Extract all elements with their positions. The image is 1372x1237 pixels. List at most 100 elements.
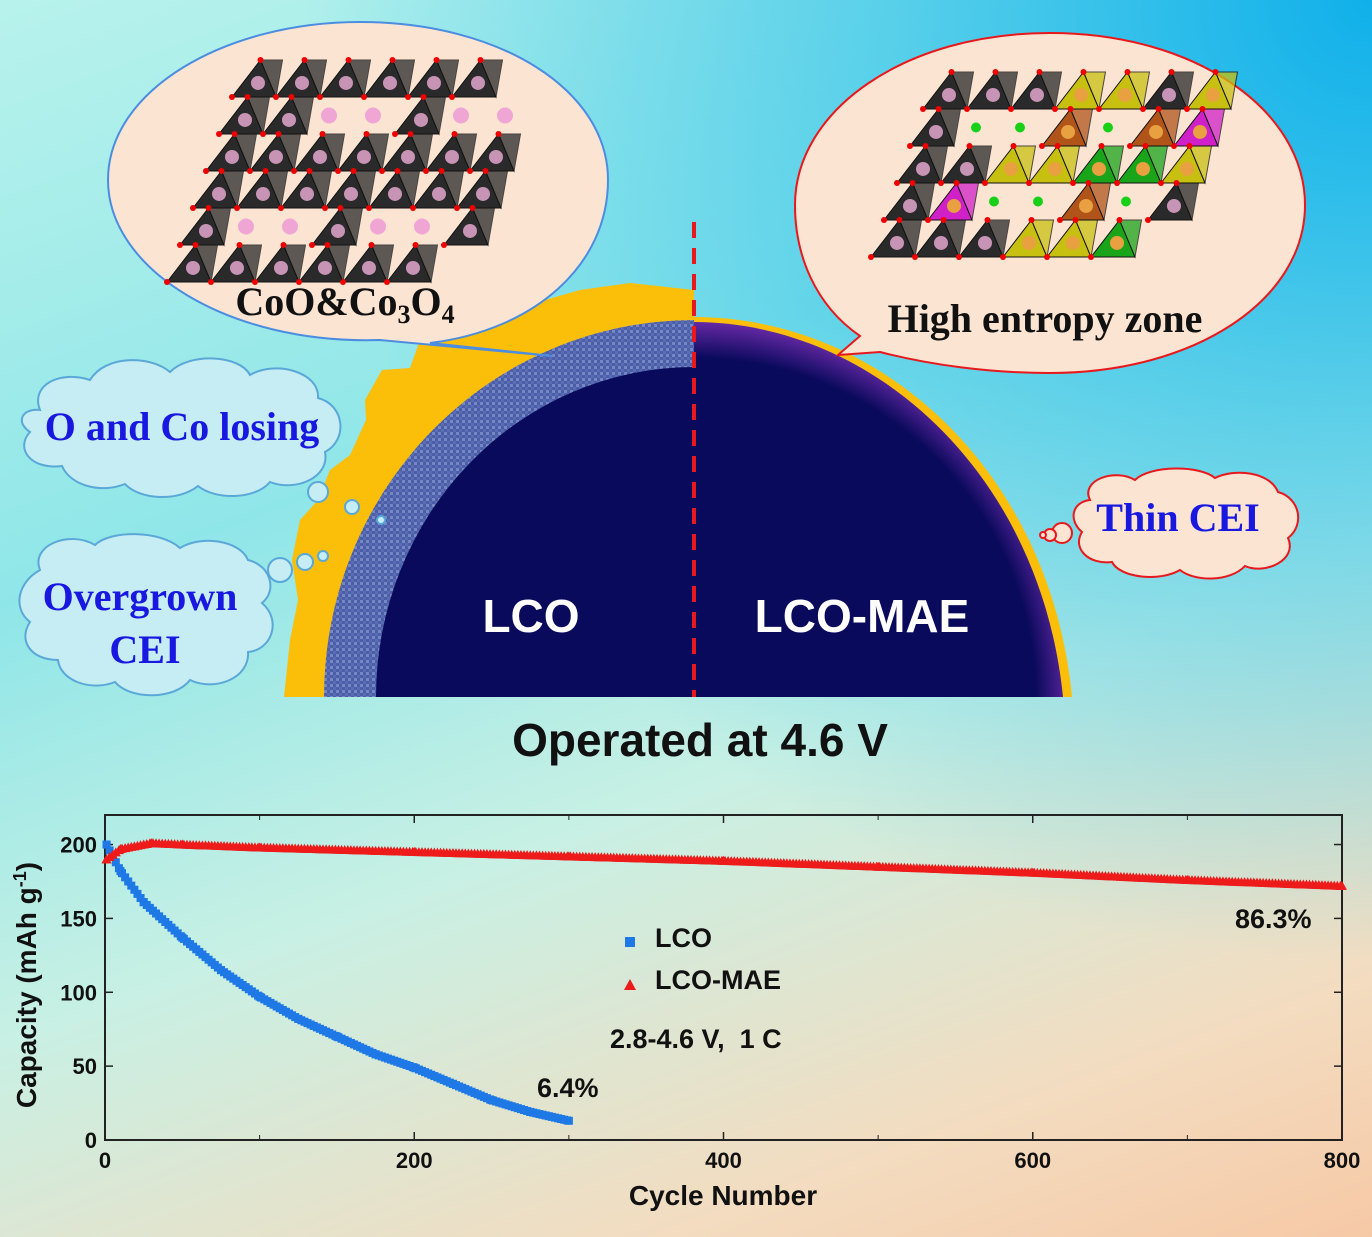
crystal-cation [414,112,428,127]
crystal-oxygen [1127,143,1133,149]
crystal-polyhedron [911,182,936,222]
crystal-oxygen [1096,106,1102,112]
crystal-oxygen [1026,180,1032,186]
crystal-oxygen [410,205,416,211]
crystal-oxygen [317,94,323,100]
crystal-polyhedron [1069,108,1094,148]
crystal-cation [318,260,332,275]
crystal-ion [238,218,254,235]
crystal-oxygen [953,180,960,186]
crystal-oxygen [208,279,214,285]
crystal-oxygen [1140,106,1146,112]
cloud-thin-cei-text: Thin CEI [1096,495,1259,540]
crystal-ion [989,196,999,207]
crystal-oxygen [1085,180,1092,186]
y-tick-label: 50 [73,1054,97,1079]
crystal-polyhedron [484,170,509,210]
crystal-oxygen [280,242,287,248]
crystal-polyhedron [365,133,390,173]
crystal-oxygen [407,131,414,137]
crystal-polyhedron [994,71,1019,111]
crystal-polyhedron [1087,182,1112,222]
crystal-oxygen [262,168,269,174]
crystal-oxygen [205,205,212,211]
crystal-oxygen [1088,254,1094,260]
crystal-oxygen [948,69,955,75]
crystal-cation [903,198,917,213]
crystal-oxygen [894,180,900,186]
lco-cycle-marker [130,885,139,894]
high-entropy-crystal-structure [868,69,1239,260]
crystal-oxygen [1028,217,1035,223]
crystal-oxygen [1186,143,1193,149]
crystal-cation [489,149,503,164]
crystal-polyhedron [898,219,923,259]
crystal-cation [476,186,490,201]
crystal-oxygen [337,205,344,211]
crystal-cation [388,186,402,201]
crystal-polyhedron [259,59,284,99]
lco-mae-core [694,322,1063,697]
crystal-oxygen [433,57,440,63]
legend-label-lco-mae: LCO-MAE [655,965,781,995]
crystal-cation [313,149,327,164]
crystal-ion [1033,196,1043,207]
crystal-polyhedron [339,207,364,247]
crystal-polyhedron [233,133,258,173]
x-axis-label: Cycle Number [629,1180,817,1211]
lco-cycle-marker [124,877,133,886]
crystal-polyhedron [1038,71,1063,111]
crystal-oxygen [335,168,341,174]
crystal-oxygen [1168,69,1175,75]
crystal-oxygen [394,168,401,174]
crystal-polyhedron [435,59,460,99]
crystal-polyhedron [308,170,333,210]
crystal-oxygen [964,106,970,112]
crystal-ion [1121,196,1131,207]
crystal-polyhedron [352,170,377,210]
crystal-cation [1180,161,1194,176]
crystal-polyhedron [290,96,315,136]
crystal-cation [463,223,477,238]
lco-mae-retention-label: 86.3% [1235,904,1312,934]
crystal-oxygen [477,57,484,63]
crystal-polyhedron [246,96,271,136]
crystal-oxygen [907,143,913,149]
crystal-cation [1074,87,1088,102]
crystal-cation [186,260,200,275]
crystal-polyhedron [1074,219,1099,259]
crystal-oxygen [1036,69,1043,75]
crystal-polyhedron [1188,145,1213,185]
coo-crystal-structure [164,57,522,285]
crystal-polyhedron [986,219,1011,259]
crystal-oxygen [177,242,183,248]
crystal-oxygen [288,94,295,100]
y-tick-label: 0 [85,1128,97,1153]
crystal-oxygen [309,242,315,248]
crystal-oxygen [1199,106,1206,112]
crystal-oxygen [922,143,929,149]
crystal-oxygen [438,168,445,174]
lco-mae-particle-label: LCO-MAE [755,590,970,642]
crystal-oxygen [1057,217,1063,223]
crystal-cation [225,149,239,164]
crystal-polyhedron [282,244,307,284]
crystal-polyhedron [414,244,439,284]
crystal-polyhedron [207,207,232,247]
crystal-oxygen [405,94,411,100]
lco-cycle-marker [121,873,130,882]
lco-core [376,367,694,697]
crystal-oxygen [247,168,253,174]
crystal-ion [282,218,298,235]
cloud-o-co-losing [20,357,386,525]
crystal-polyhedron [409,133,434,173]
crystal-oxygen [1098,143,1105,149]
crystal-oxygen [252,279,258,285]
legend-label-lco: LCO [655,923,712,953]
crystal-oxygen [896,217,903,223]
crystal-oxygen [412,242,419,248]
crystal-oxygen [1114,180,1120,186]
conditions-annotation: 2.8-4.6 V, 1 C [610,1024,782,1054]
crystal-oxygen [420,94,427,100]
crystal-oxygen [935,106,942,112]
